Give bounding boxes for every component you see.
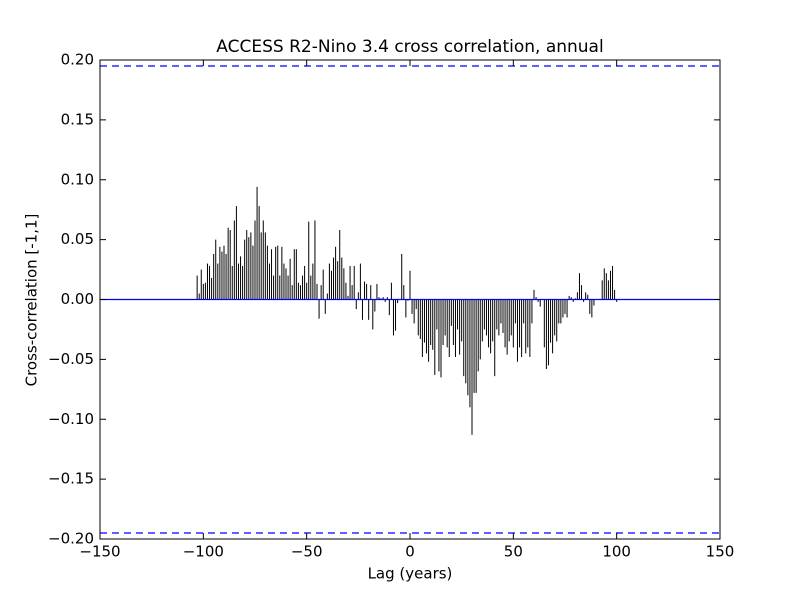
x-tick-label: 50 [504, 543, 523, 561]
y-tick-label: −0.15 [48, 470, 94, 488]
y-tick-label: 0.05 [61, 230, 94, 248]
x-tick-label: 150 [706, 543, 735, 561]
y-tick-label: 0.00 [61, 290, 94, 308]
x-axis-label: Lag (years) [368, 565, 453, 583]
y-tick-label: 0.20 [61, 51, 94, 69]
x-tick-label: −50 [291, 543, 323, 561]
y-tick-label: −0.10 [48, 410, 94, 428]
x-tick-label: −150 [79, 543, 120, 561]
y-tick-label: −0.20 [48, 530, 94, 548]
x-tick-label: −100 [183, 543, 224, 561]
y-tick-label: −0.05 [48, 350, 94, 368]
plot-frame [99, 59, 721, 540]
y-tick-label: 0.10 [61, 170, 94, 188]
y-tick-label: 0.15 [61, 110, 94, 128]
chart-title: ACCESS R2-Nino 3.4 cross correlation, an… [216, 37, 603, 57]
y-axis-label: Cross-correlation [-1,1] [23, 214, 41, 387]
x-tick-label: 0 [405, 543, 415, 561]
x-tick-label: 100 [602, 543, 631, 561]
